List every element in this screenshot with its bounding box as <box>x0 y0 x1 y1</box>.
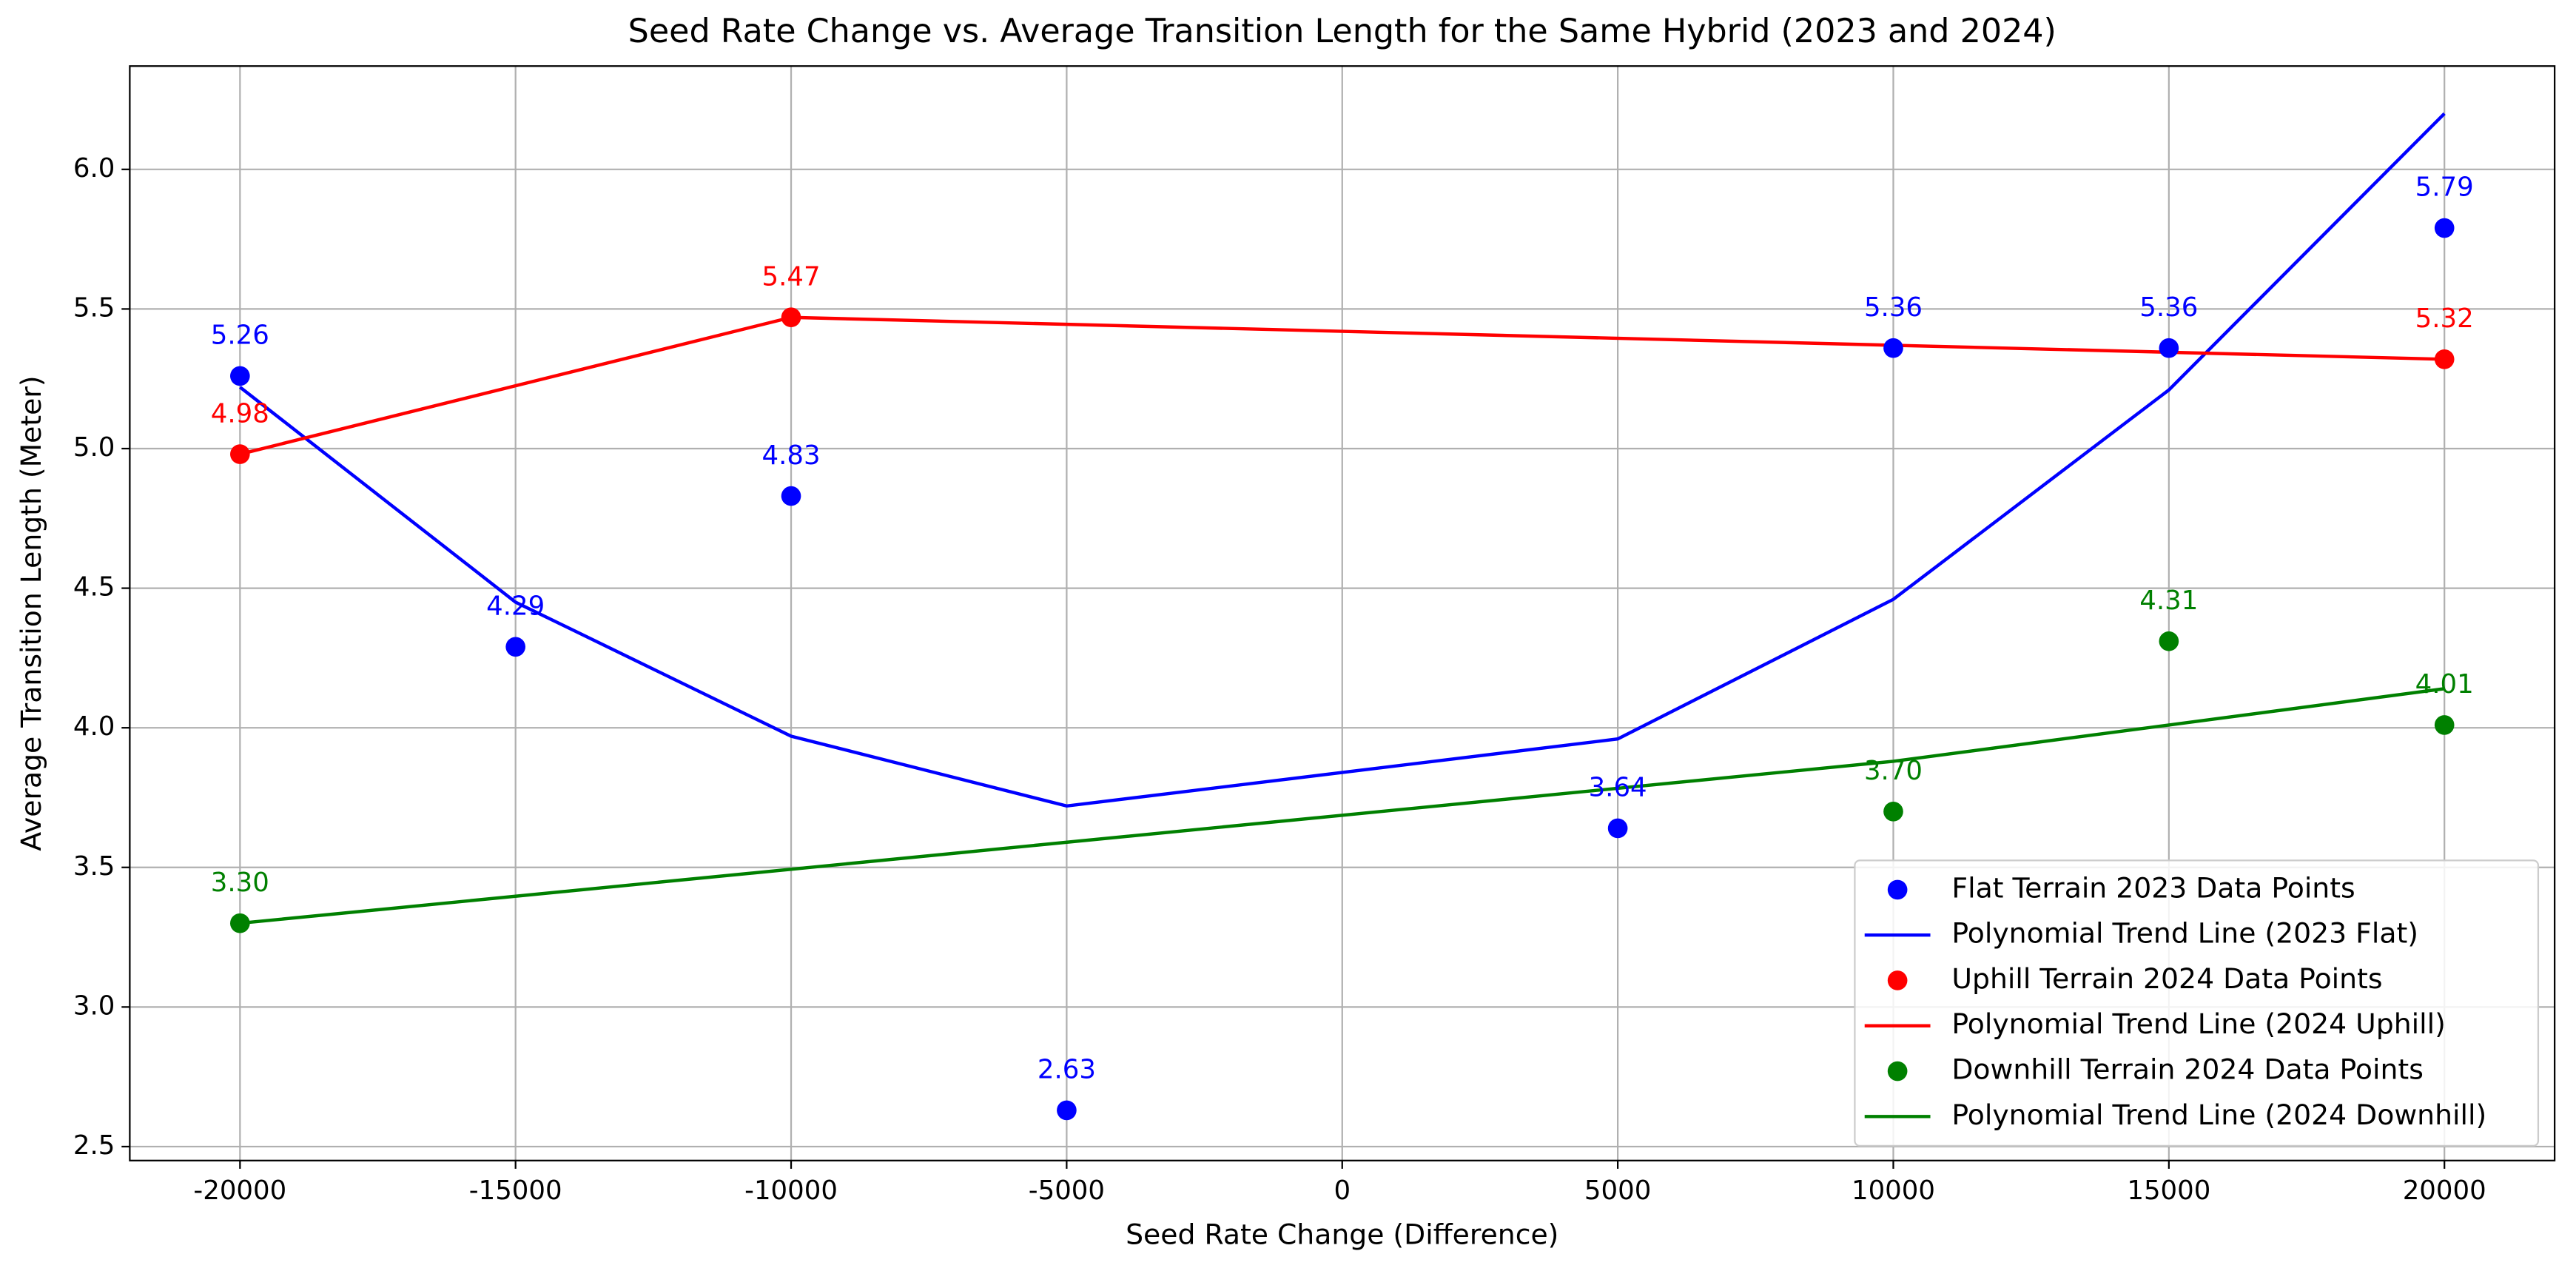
data-point <box>1883 338 1903 358</box>
x-tick-label: 0 <box>1334 1176 1351 1206</box>
x-tick-label: 20000 <box>2403 1176 2486 1206</box>
data-point <box>1057 1100 1077 1121</box>
y-axis-label: Average Transition Length (Meter) <box>15 375 47 851</box>
y-tick-label: 5.5 <box>73 292 115 323</box>
data-label: 4.31 <box>2139 586 2198 616</box>
x-tick-label: -5000 <box>1029 1176 1105 1206</box>
x-tick-label: -10000 <box>744 1176 838 1206</box>
data-label: 4.83 <box>762 440 821 471</box>
data-point <box>2434 218 2455 238</box>
y-tick-label: 3.5 <box>73 851 115 882</box>
data-point <box>2434 715 2455 735</box>
data-point <box>1607 818 1628 839</box>
data-point <box>2159 631 2179 651</box>
legend-marker <box>1887 1061 1908 1081</box>
data-point <box>230 913 250 933</box>
data-label: 5.36 <box>1864 292 1923 323</box>
chart-title: Seed Rate Change vs. Average Transition … <box>628 13 2057 50</box>
data-point <box>2159 338 2179 358</box>
data-label: 5.36 <box>2139 292 2198 323</box>
data-label: 5.47 <box>762 261 821 292</box>
data-point <box>781 486 801 506</box>
y-tick-label: 4.0 <box>73 711 115 742</box>
y-tick-label: 5.0 <box>73 432 115 463</box>
data-point <box>1883 802 1903 822</box>
x-axis-label: Seed Rate Change (Difference) <box>1126 1218 1558 1250</box>
data-label: 5.32 <box>2415 304 2474 334</box>
y-tick-label: 2.5 <box>73 1130 115 1161</box>
y-tick-label: 4.5 <box>73 572 115 603</box>
x-tick-label: 10000 <box>1852 1176 1935 1206</box>
trend-line <box>240 687 2445 925</box>
trend-line <box>238 112 2446 808</box>
data-point <box>230 444 250 464</box>
x-tick-label: -20000 <box>193 1176 286 1206</box>
x-tick-label: 15000 <box>2127 1176 2210 1206</box>
data-label: 5.26 <box>211 321 269 351</box>
data-point <box>505 637 526 657</box>
data-label: 3.64 <box>1589 773 1647 803</box>
y-tick-label: 3.0 <box>73 990 115 1021</box>
legend-marker <box>1887 970 1908 990</box>
data-label: 4.01 <box>2415 669 2474 700</box>
y-tick-label: 6.0 <box>73 153 115 184</box>
data-label: 4.98 <box>211 398 269 429</box>
data-point <box>781 307 801 328</box>
legend-label: Downhill Terrain 2024 Data Points <box>1951 1053 2423 1086</box>
x-tick-label: -15000 <box>469 1176 562 1206</box>
data-label: 3.30 <box>211 868 269 898</box>
legend-label: Polynomial Trend Line (2024 Downhill) <box>1951 1099 2486 1131</box>
legend-label: Flat Terrain 2023 Data Points <box>1951 871 2355 904</box>
data-point <box>230 366 250 386</box>
legend-marker <box>1887 879 1908 900</box>
legend-label: Polynomial Trend Line (2023 Flat) <box>1951 917 2418 950</box>
data-point <box>2434 349 2455 369</box>
data-label: 4.29 <box>486 591 545 622</box>
legend-label: Uphill Terrain 2024 Data Points <box>1951 962 2382 995</box>
data-label: 5.79 <box>2415 172 2474 203</box>
data-label: 2.63 <box>1038 1055 1096 1085</box>
data-label: 3.70 <box>1864 756 1923 786</box>
x-tick-label: 5000 <box>1584 1176 1651 1206</box>
plot-frame <box>129 65 2556 1161</box>
legend-box <box>1854 859 2540 1147</box>
legend-label: Polynomial Trend Line (2024 Uphill) <box>1951 1007 2445 1040</box>
